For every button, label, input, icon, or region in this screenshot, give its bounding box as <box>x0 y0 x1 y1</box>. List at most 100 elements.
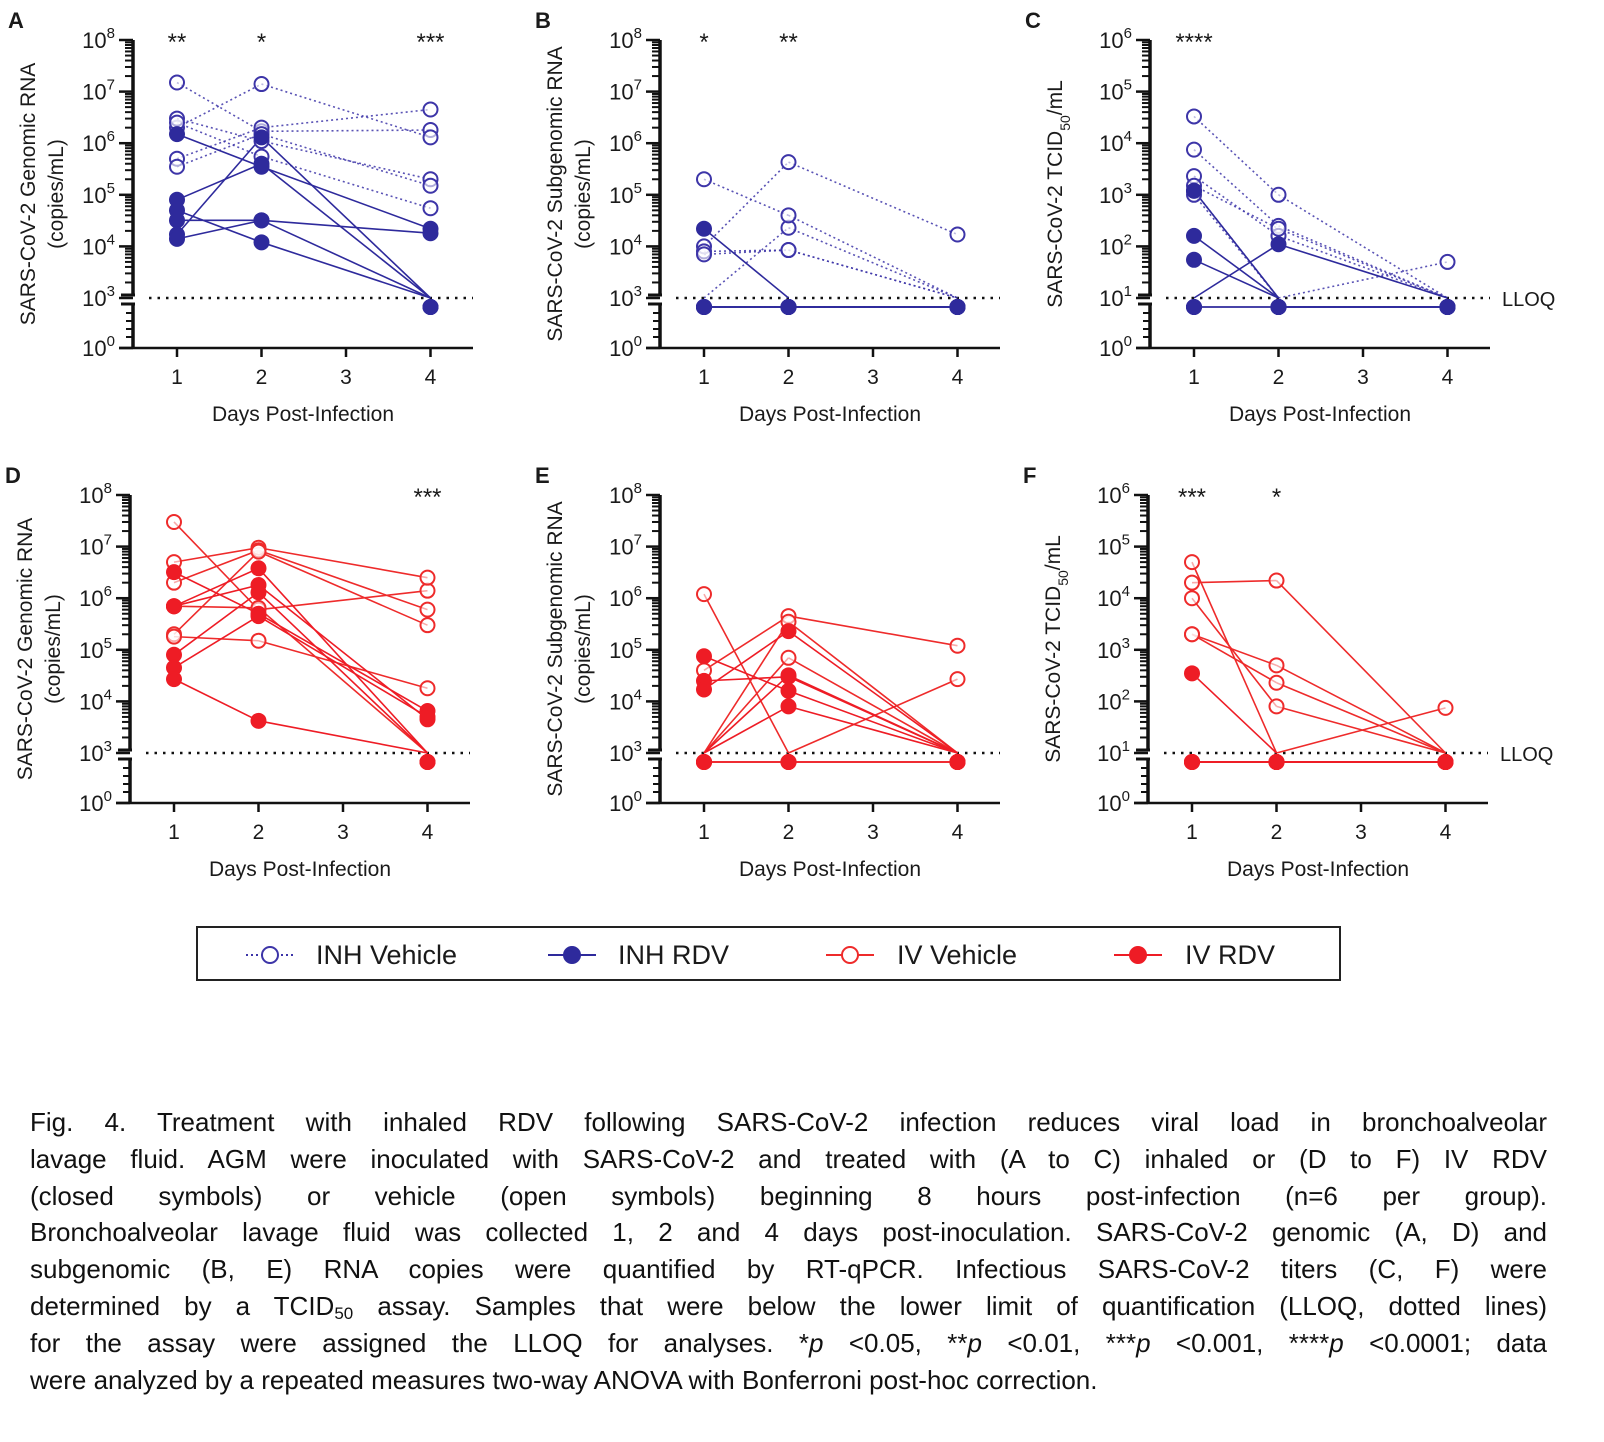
significance-label: * <box>257 29 266 56</box>
subject-line-segment <box>703 161 790 247</box>
x-axis-label: Days Post-Infection <box>209 858 391 881</box>
data-point <box>1268 572 1285 589</box>
subject-line-segment <box>1193 115 1280 196</box>
significance-label: ** <box>168 29 187 56</box>
significance-label: * <box>1272 484 1281 511</box>
panel-e: E 100 103 104 105 106 107 108 1 2 3 4 Days Post-Infe… <box>535 463 1000 881</box>
subject-line-segment <box>1193 149 1280 227</box>
data-point <box>422 200 439 217</box>
y-tick-label: 104 <box>1099 128 1132 156</box>
y-tick-label: 106 <box>1097 480 1130 508</box>
legend-marker <box>1129 946 1147 964</box>
y-axis-label: SARS-CoV-2 Subgenomic RNA <box>544 501 567 796</box>
significance-label: *** <box>416 29 444 56</box>
y-tick-label: 104 <box>609 686 642 714</box>
subject-line-segment <box>703 655 789 692</box>
subject-line-segment <box>788 678 958 754</box>
caption-line: determined by a TCID50 assay. Samples th… <box>30 1288 1547 1325</box>
caption-italic: p <box>809 1327 824 1358</box>
subject-line-segment <box>258 550 428 626</box>
caption-line: subgenomic (B, E) RNA copies were quanti… <box>30 1251 1547 1288</box>
subject-line-segment <box>257 567 429 754</box>
data-point <box>1270 186 1287 203</box>
y-tick-label: 105 <box>82 180 115 208</box>
subject-line-segment <box>788 161 958 236</box>
y-tick-label: 104 <box>1097 583 1130 611</box>
subject-line-segment <box>176 81 262 133</box>
subject-line-segment <box>258 639 428 689</box>
subject-line-segment <box>788 226 958 299</box>
caption-text: subgenomic (B, E) RNA copies were quanti… <box>30 1254 1547 1285</box>
x-axis-label: Days Post-Infection <box>1229 403 1411 426</box>
y-axis-label: (copies/mL) <box>572 139 595 249</box>
subject-line-segment <box>703 227 790 299</box>
y-tick-label: 107 <box>609 77 642 105</box>
data-point <box>169 212 185 229</box>
x-tick-label: 2 <box>1271 821 1283 844</box>
y-tick-label: 100 <box>79 788 112 816</box>
legend-marker <box>563 946 581 964</box>
panel-a: A 100 103 104 105 106 107 108 1 2 3 4 Days Post-Infe… <box>8 8 473 426</box>
x-tick-label: 4 <box>425 366 437 389</box>
caption-line: Fig. 4. Treatment with inhaled RDV follo… <box>30 1104 1547 1141</box>
data-point <box>419 569 436 586</box>
y-tick-label: 105 <box>609 180 642 208</box>
y-tick-label: 104 <box>82 231 115 259</box>
subject-line-segment <box>1191 672 1278 754</box>
series-iv-rdv <box>173 567 429 754</box>
y-axis-label: SARS-CoV-2 TCID50/mL <box>1044 80 1073 308</box>
subject-line-segment <box>176 219 262 240</box>
caption-text: <0.001, **** <box>1150 1327 1330 1358</box>
data-point <box>419 708 436 725</box>
data-point <box>253 129 270 146</box>
significance-label: **** <box>1175 29 1212 56</box>
subject-line-segment <box>173 571 259 615</box>
subject-line-segment <box>1278 225 1448 299</box>
series-inh-rdv <box>1193 190 1448 308</box>
panel-letter: E <box>535 463 550 488</box>
subject-line-segment <box>788 690 958 754</box>
y-tick-label: 100 <box>609 333 642 361</box>
data-point <box>1184 754 1200 770</box>
subject-line-segment <box>1275 579 1447 754</box>
subject-line-segment <box>788 249 958 299</box>
data-point <box>422 101 439 118</box>
subject-line-segment <box>1193 243 1279 299</box>
data-point <box>1268 657 1285 674</box>
x-tick-label: 4 <box>422 821 434 844</box>
subject-line-segment <box>176 121 262 158</box>
caption-text: Fig. 4. Treatment with inhaled RDV follo… <box>30 1107 1547 1137</box>
y-tick-label: 102 <box>1097 686 1130 714</box>
subject-line-segment <box>788 705 958 754</box>
legend: INH Vehicle INH RDV IV Vehicle IV RDV <box>196 926 1341 981</box>
y-tick-label: 104 <box>609 231 642 259</box>
data-point <box>949 299 966 315</box>
x-axis-label: Days Post-Infection <box>1227 858 1409 881</box>
subject-line-segment <box>1278 194 1448 299</box>
data-point <box>1186 299 1202 315</box>
subject-line-segment <box>258 549 428 611</box>
data-point <box>696 648 712 665</box>
data-point <box>780 623 797 640</box>
x-tick-label: 3 <box>1357 366 1369 389</box>
y-tick-label: 103 <box>79 738 112 766</box>
y-tick-label: 106 <box>79 583 112 611</box>
legend-label: INH Vehicle <box>316 940 457 970</box>
data-point <box>949 637 966 654</box>
subject-line-segment <box>258 615 428 718</box>
data-point <box>1186 141 1202 158</box>
y-axis-label: SARS-CoV-2 Genomic RNA <box>14 518 37 781</box>
panel-b: B 100 103 104 105 106 107 108 1 2 3 4 Days Post-Infe… <box>535 8 1000 426</box>
subject-line-segment <box>1191 561 1278 754</box>
subject-line-segment <box>1278 227 1448 299</box>
markers-iv-rdv <box>166 560 436 770</box>
data-point <box>422 177 439 194</box>
subject-line-segment <box>173 635 259 642</box>
x-tick-label: 1 <box>1186 821 1198 844</box>
caption-italic: p <box>1329 1327 1344 1358</box>
x-tick-label: 1 <box>698 366 710 389</box>
subject-line-segment <box>1193 259 1279 299</box>
markers-iv-rdv <box>696 623 966 770</box>
series-inh-vehicle <box>176 81 431 209</box>
subject-line-segment <box>788 615 958 647</box>
